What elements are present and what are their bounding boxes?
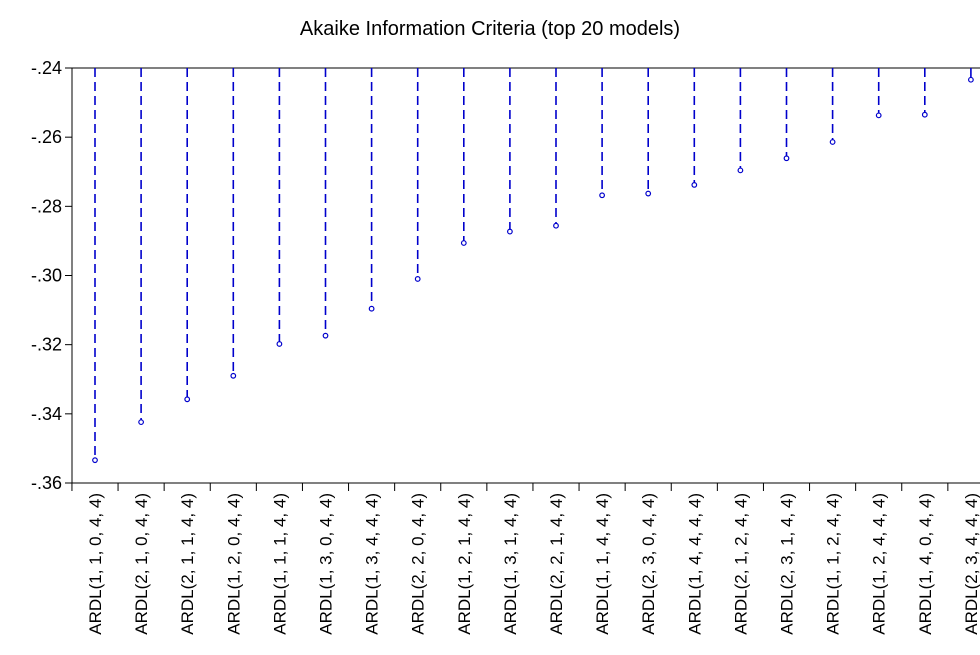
data-point <box>368 305 375 312</box>
x-tick-label: ARDL(1, 4, 0, 4, 4) <box>916 493 935 635</box>
x-tick-label: ARDL(1, 2, 1, 4, 4) <box>455 493 474 635</box>
data-point <box>138 419 145 426</box>
data-point <box>92 457 98 464</box>
data-point <box>968 76 974 83</box>
y-tick-label: -.32 <box>31 335 62 355</box>
chart-title: Akaike Information Criteria (top 20 mode… <box>299 18 681 40</box>
y-tick-label: -.26 <box>31 127 62 147</box>
y-tick-label: -.34 <box>31 404 62 424</box>
x-tick-label: ARDL(2, 3, 0, 4, 4) <box>639 493 658 635</box>
y-tick-label: -.28 <box>31 196 62 216</box>
data-point <box>599 192 605 199</box>
x-tick-label: ARDL(1, 3, 4, 4, 4) <box>363 493 382 635</box>
data-point <box>783 155 790 162</box>
y-tick-label: -.30 <box>31 266 62 286</box>
y-tick-label: -.36 <box>31 473 62 493</box>
x-tick-label: ARDL(2, 1, 1, 4, 4) <box>178 493 197 635</box>
data-point <box>737 167 744 174</box>
x-tick-label: ARDL(2, 3, 4, 4, 4) <box>962 493 980 635</box>
y-tick-label: -.24 <box>31 58 62 78</box>
x-tick-label: ARDL(2, 2, 1, 4, 4) <box>547 493 566 635</box>
x-tick-label: ARDL(2, 2, 0, 4, 4) <box>409 493 428 635</box>
data-point <box>921 111 928 118</box>
x-tick-label: ARDL(1, 1, 1, 4, 4) <box>270 493 289 635</box>
x-tick-label: ARDL(1, 4, 4, 4, 4) <box>685 493 704 635</box>
x-tick-label: ARDL(1, 2, 0, 4, 4) <box>224 493 243 635</box>
x-tick-label: ARDL(2, 3, 1, 4, 4) <box>778 493 797 635</box>
data-point <box>553 222 559 229</box>
data-point <box>691 181 698 188</box>
x-tick-label: ARDL(1, 1, 0, 4, 4) <box>86 493 105 635</box>
data-point <box>645 190 652 197</box>
data-point <box>276 341 283 347</box>
data-point <box>875 112 882 119</box>
data-point <box>322 332 329 339</box>
data-point <box>829 139 836 145</box>
data-point <box>414 276 421 282</box>
data-point <box>460 240 467 246</box>
x-tick-label: ARDL(1, 2, 4, 4, 4) <box>870 493 889 635</box>
data-point <box>507 228 513 235</box>
data-point <box>230 372 237 379</box>
x-tick-label: ARDL(1, 1, 2, 4, 4) <box>824 493 843 635</box>
x-tick-label: ARDL(1, 1, 4, 4, 4) <box>593 493 612 635</box>
x-tick-label: ARDL(2, 1, 0, 4, 4) <box>132 493 151 635</box>
x-tick-label: ARDL(2, 1, 2, 4, 4) <box>731 493 750 635</box>
data-point <box>184 396 191 403</box>
x-tick-label: ARDL(1, 3, 1, 4, 4) <box>501 493 520 635</box>
x-tick-label: ARDL(1, 3, 0, 4, 4) <box>317 493 336 635</box>
